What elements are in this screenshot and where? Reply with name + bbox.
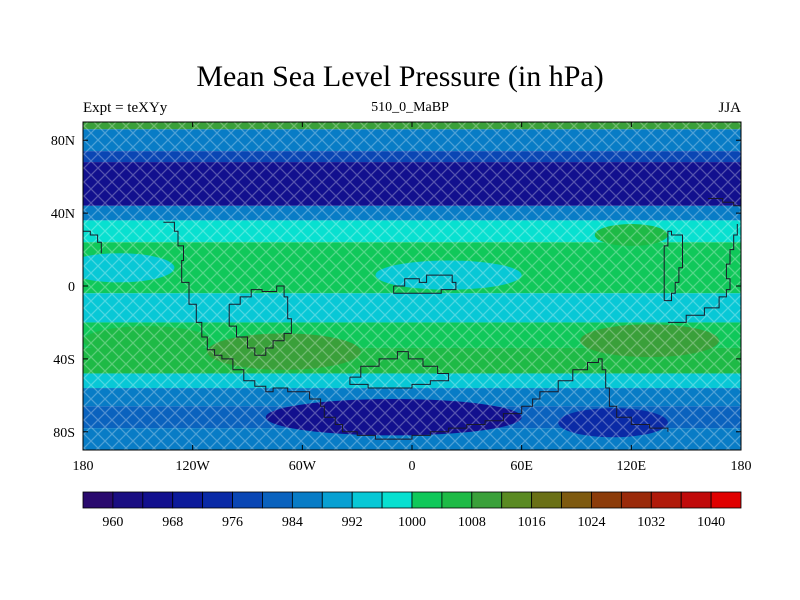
colorbar-label: 960	[102, 515, 123, 530]
season-label: JJA	[718, 100, 741, 116]
colorbar-swatch	[291, 491, 323, 509]
colorbar-swatch	[321, 491, 353, 509]
y-tick-label: 40S	[53, 353, 75, 368]
coastline	[667, 224, 738, 323]
colorbar-swatch	[591, 491, 622, 509]
colorbar-swatch	[471, 491, 503, 509]
coastline	[83, 230, 102, 254]
y-tick-label: 80N	[51, 134, 75, 149]
chart-title: Mean Sea Level Pressure (in hPa)	[196, 60, 604, 93]
colorbar-swatch	[441, 491, 473, 509]
y-tick-label: 80S	[53, 426, 75, 441]
time-label: 510_0_MaBP	[371, 100, 449, 115]
experiment-label: Expt = teXYy	[83, 100, 168, 116]
colorbar-swatch	[262, 491, 293, 509]
y-tick-label: 40N	[51, 207, 75, 222]
y-tick-label: 0	[68, 280, 75, 295]
colorbar-swatch	[650, 491, 682, 509]
colorbar-swatch	[561, 491, 592, 509]
coastline	[663, 230, 683, 302]
colorbar-swatch	[112, 491, 144, 509]
x-tick-label: 120E	[617, 459, 647, 474]
hatch-overlay	[83, 122, 741, 450]
colorbar-label: 1000	[398, 515, 426, 530]
coastline	[393, 274, 457, 294]
colorbar-label: 1016	[518, 515, 546, 530]
colorbar-label: 976	[222, 515, 243, 530]
coastline	[228, 285, 292, 356]
colorbar-swatch	[351, 491, 383, 509]
colorbar-swatch	[680, 491, 712, 509]
colorbar-swatch	[620, 491, 652, 509]
colorbar-label: 1024	[577, 515, 605, 530]
colorbar-swatch	[172, 491, 204, 509]
colorbar-swatch	[202, 491, 233, 509]
x-tick-label: 0	[409, 459, 416, 474]
colorbar-swatch	[232, 491, 263, 509]
colorbar-swatch	[82, 491, 114, 509]
colorbar-swatch	[142, 491, 174, 509]
colorbar-label: 1040	[697, 515, 725, 530]
colorbar-label: 1032	[637, 515, 665, 530]
x-tick-label: 180	[73, 459, 94, 474]
colorbar-swatch	[381, 491, 413, 509]
colorbar-swatch	[531, 491, 562, 509]
x-tick-label: 60E	[510, 459, 533, 474]
colorbar-label: 968	[162, 515, 183, 530]
x-tick-label: 120W	[176, 459, 211, 474]
colorbar-label: 992	[342, 515, 363, 530]
colorbar-swatch	[411, 491, 443, 509]
coastline	[349, 351, 450, 389]
colorbar-label: 1008	[458, 515, 486, 530]
x-tick-label: 60W	[289, 459, 317, 474]
coastline	[708, 198, 741, 210]
colorbar-swatch	[501, 491, 533, 509]
colorbar-label: 984	[282, 515, 303, 530]
x-tick-label: 180	[731, 459, 752, 474]
colorbar-swatch	[710, 491, 742, 509]
coastline	[163, 221, 669, 440]
